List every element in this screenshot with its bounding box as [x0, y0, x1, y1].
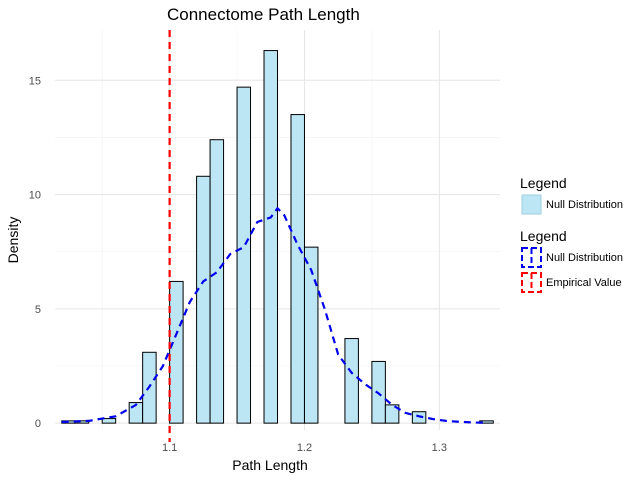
legend-title-2: Legend [520, 228, 567, 244]
histogram-bar [290, 114, 305, 424]
y-tick-label: 15 [29, 75, 41, 87]
x-tick-label: 1.3 [432, 442, 447, 454]
x-tick-label: 1.2 [297, 442, 312, 454]
histogram-bar [101, 418, 117, 424]
histogram-bars [61, 50, 494, 424]
y-axis-ticks: 0 5 10 15 [29, 75, 41, 430]
legend-fill: Legend Null Distribution [520, 175, 623, 215]
chart-title: Connectome Path Length [167, 5, 360, 24]
y-tick-label: 10 [29, 190, 41, 202]
histogram-bar [236, 86, 252, 424]
legend-label-empirical: Empirical Value [546, 277, 622, 289]
legend-label-null-fill: Null Distribution [546, 199, 623, 211]
y-tick-label: 0 [35, 418, 41, 430]
x-tick-label: 1.1 [162, 442, 177, 454]
histogram-bar [303, 246, 319, 424]
histogram-bar [411, 411, 427, 424]
histogram-bar [196, 175, 211, 424]
legend-title-1: Legend [520, 175, 567, 191]
legend-lines: Legend Null Distribution Empirical Value [520, 228, 623, 293]
histogram-bar [384, 404, 400, 424]
y-tick-label: 5 [35, 304, 41, 316]
y-axis-title: Density [5, 217, 21, 264]
histogram-bar [263, 50, 278, 424]
histogram-bar [344, 338, 359, 424]
x-axis-title: Path Length [232, 457, 308, 473]
histogram-bar [209, 139, 225, 424]
density-curve [61, 207, 487, 424]
histogram-bar [169, 280, 184, 424]
legend-label-null-line: Null Distribution [546, 252, 623, 264]
x-axis-ticks: 1.1 1.2 1.3 [162, 442, 447, 454]
legend-swatch-empirical [521, 272, 542, 293]
legend-swatch-null-line [521, 247, 542, 268]
legend-swatch-null-fill [521, 194, 542, 215]
density-curve-layer [61, 207, 487, 424]
